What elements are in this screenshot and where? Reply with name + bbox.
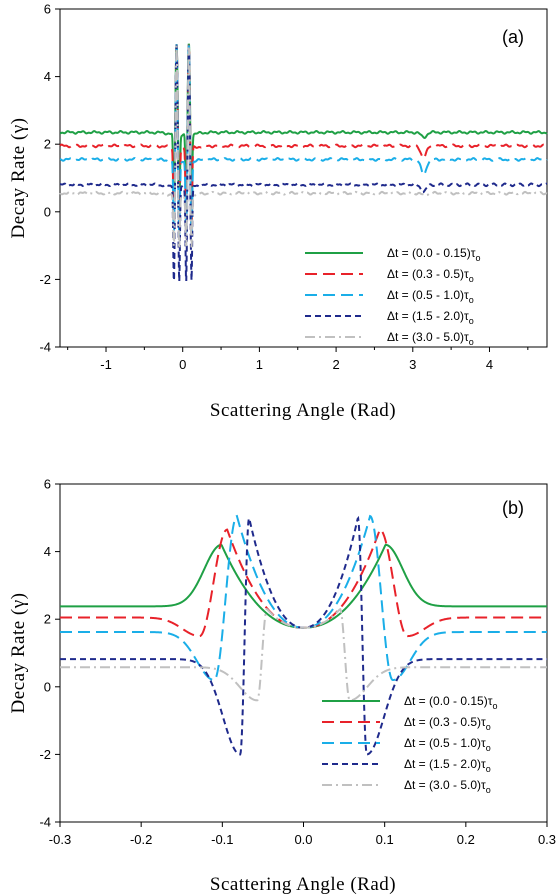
y-tick-label: -2 — [39, 272, 51, 287]
legend-a: Δt = (0.0 - 0.15)τo Δt = (0.3 - 0.5)τo Δt … — [305, 246, 480, 347]
x-tick-label: 0.1 — [376, 832, 394, 847]
plot-frame-b — [59, 483, 548, 823]
ticks-b: -4 -2 0 2 4 6 -0.3 -0.2 -0.1 0.0 0.1 0.2 0.3 — [39, 477, 556, 848]
y-tick-label: 0 — [44, 679, 51, 694]
panel-label-a: (a) — [502, 27, 524, 47]
x-tick-label: 0.3 — [538, 832, 556, 847]
legend-entry-label: Δt = (0.5 - 1.0)τo — [404, 736, 491, 753]
series-line — [59, 44, 548, 229]
x-tick-label: 3 — [409, 357, 416, 372]
y-tick-label: 2 — [44, 612, 51, 627]
legend-entry-label: Δt = (0.3 - 0.5)τo — [387, 267, 474, 284]
legend-entry-label: Δt = (0.3 - 0.5)τo — [404, 715, 491, 732]
panel-label-b: (b) — [502, 498, 524, 518]
x-axis-label-b: Scattering Angle (Rad) — [210, 874, 396, 895]
series-line — [60, 514, 547, 682]
x-axis-label-a: Scattering Angle (Rad) — [210, 400, 396, 421]
ticks-a: -4 -2 0 2 4 6 -1 0 1 2 3 4 — [39, 2, 529, 372]
series-group-a — [59, 43, 548, 282]
y-tick-label: 0 — [44, 204, 51, 219]
series-line — [60, 543, 547, 629]
x-tick-label: 2 — [332, 357, 339, 372]
series-group-b — [60, 514, 547, 756]
y-axis-label-b: Decay Rate (γ) — [8, 593, 29, 714]
series-line — [60, 608, 547, 702]
y-tick-label: 4 — [44, 544, 51, 559]
y-tick-label: 4 — [44, 69, 51, 84]
series-line — [59, 45, 548, 282]
x-tick-label: -0.3 — [49, 832, 71, 847]
y-tick-label: -4 — [39, 340, 51, 355]
legend-b: Δt = (0.0 - 0.15)τo Δt = (0.3 - 0.5)τo Δt … — [322, 694, 497, 795]
y-tick-label: -2 — [39, 747, 51, 762]
legend-entry-label: Δt = (0.0 - 0.15)τo — [404, 694, 497, 711]
x-tick-label: -1 — [100, 357, 112, 372]
x-tick-label: 1 — [256, 357, 263, 372]
y-tick-label: -4 — [39, 815, 51, 830]
legend-entry-label: Δt = (1.5 - 2.0)τo — [387, 309, 474, 326]
plot-frame-a — [59, 8, 548, 348]
series-line — [59, 44, 548, 236]
legend-entry-label: Δt = (1.5 - 2.0)τo — [404, 757, 491, 774]
panel-b: (b) -4 -2 0 2 4 6 -0.3 -0.2 -0.1 0.0 0.1 0.2 0.3 Δt … — [8, 477, 556, 896]
x-tick-label: 0.0 — [294, 832, 312, 847]
series-line — [59, 43, 548, 222]
y-axis-label-a: Decay Rate (γ) — [8, 118, 29, 239]
x-tick-label: 4 — [486, 357, 493, 372]
legend-entry-label: Δt = (3.0 - 5.0)τo — [404, 778, 491, 795]
legend-entry-label: Δt = (3.0 - 5.0)τo — [387, 330, 474, 347]
y-tick-label: 2 — [44, 137, 51, 152]
x-tick-label: -0.1 — [211, 832, 233, 847]
x-tick-label: 0 — [179, 357, 186, 372]
x-tick-label: -0.2 — [130, 832, 152, 847]
x-tick-label: 0.2 — [457, 832, 475, 847]
y-tick-label: 6 — [44, 477, 51, 492]
series-line — [60, 528, 547, 638]
y-tick-label: 6 — [44, 2, 51, 17]
legend-entry-label: Δt = (0.5 - 1.0)τo — [387, 288, 474, 305]
legend-entry-label: Δt = (0.0 - 0.15)τo — [387, 246, 480, 263]
